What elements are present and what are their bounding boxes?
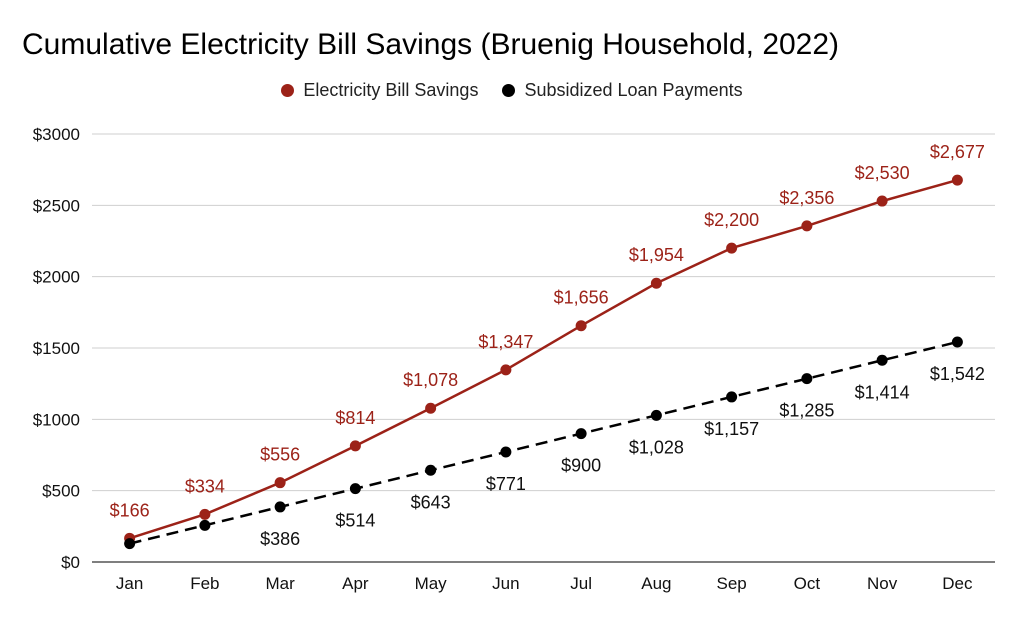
data-point-subsidized-loan-payments [199,519,211,531]
data-label-electricity-bill-savings: $1,656 [554,288,609,308]
y-tick-label: $0 [61,553,80,572]
data-label-electricity-bill-savings: $1,078 [403,370,458,390]
data-point-electricity-bill-savings [801,220,813,232]
chart-title: Cumulative Electricity Bill Savings (Bru… [22,28,840,61]
data-label-electricity-bill-savings: $2,356 [779,188,834,208]
data-point-subsidized-loan-payments [124,538,136,550]
data-point-subsidized-loan-payments [876,354,888,366]
x-tick-label: Mar [265,574,295,593]
y-tick-label: $500 [42,482,80,501]
data-label-electricity-bill-savings: $2,530 [855,163,910,183]
data-point-subsidized-loan-payments [349,483,361,495]
x-tick-label: Sep [717,574,747,593]
data-label-electricity-bill-savings: $1,954 [629,245,684,265]
x-tick-label: Oct [794,574,821,593]
data-label-electricity-bill-savings: $2,200 [704,210,759,230]
legend-item-subsidized-loan-payments: Subsidized Loan Payments [502,80,743,101]
data-point-subsidized-loan-payments [425,464,437,476]
x-tick-label: Dec [942,574,973,593]
data-point-subsidized-loan-payments [650,409,662,421]
legend-label-electricity-bill-savings: Electricity Bill Savings [303,80,479,100]
data-point-subsidized-loan-payments [801,373,813,385]
data-point-electricity-bill-savings [199,508,211,520]
data-label-subsidized-loan-payments: $771 [486,474,526,494]
data-label-subsidized-loan-payments: $386 [260,529,300,549]
series-line-subsidized-loan-payments [129,340,958,545]
data-label-electricity-bill-savings: $1,347 [478,332,533,352]
data-point-electricity-bill-savings [951,174,963,186]
data-point-subsidized-loan-payments [951,336,963,348]
y-tick-label: $1500 [33,339,80,358]
x-tick-label: Apr [342,574,369,593]
x-tick-label: Jun [492,574,519,593]
data-label-subsidized-loan-payments: $1,414 [855,382,910,402]
data-label-subsidized-loan-payments: $643 [411,492,451,512]
x-tick-label: Jul [570,574,592,593]
chart-legend: Electricity Bill Savings Subsidized Loan… [0,80,1024,101]
y-tick-label: $1000 [33,410,80,429]
data-label-electricity-bill-savings: $166 [110,500,150,520]
data-label-electricity-bill-savings: $334 [185,476,225,496]
data-point-electricity-bill-savings [274,477,286,489]
legend-marker-subsidized-loan-payments [502,84,516,97]
data-point-subsidized-loan-payments [726,391,738,403]
data-point-electricity-bill-savings [425,402,437,414]
x-tick-label: Aug [641,574,671,593]
x-tick-label: Feb [190,574,219,593]
y-tick-label: $2500 [33,196,80,215]
data-label-subsidized-loan-payments: $514 [335,511,375,531]
series-line-electricity-bill-savings [129,178,958,540]
data-label-subsidized-loan-payments: $1,157 [704,419,759,439]
data-label-subsidized-loan-payments: $1,028 [629,437,684,457]
data-label-electricity-bill-savings: $814 [335,408,375,428]
data-label-electricity-bill-savings: $556 [260,445,300,465]
data-point-electricity-bill-savings [500,364,512,376]
x-tick-label: Jan [116,574,143,593]
legend-item-electricity-bill-savings: Electricity Bill Savings [281,80,478,101]
data-label-subsidized-loan-payments: $900 [561,456,601,476]
data-point-electricity-bill-savings [726,242,738,254]
legend-label-subsidized-loan-payments: Subsidized Loan Payments [524,80,743,100]
data-label-subsidized-loan-payments: $1,285 [779,401,834,421]
data-point-subsidized-loan-payments [500,446,512,458]
data-point-electricity-bill-savings [650,277,662,289]
x-tick-label: May [415,574,448,593]
x-tick-label: Nov [867,574,898,593]
data-point-electricity-bill-savings [349,440,361,452]
data-label-electricity-bill-savings: $2,677 [930,142,985,162]
legend-marker-electricity-bill-savings [281,84,295,97]
data-point-subsidized-loan-payments [575,428,587,440]
data-point-electricity-bill-savings [876,195,888,207]
y-tick-label: $3000 [33,125,80,144]
data-point-subsidized-loan-payments [274,501,286,513]
data-label-subsidized-loan-payments: $1,542 [930,364,985,384]
y-tick-label: $2000 [33,268,80,287]
data-point-electricity-bill-savings [575,320,587,332]
